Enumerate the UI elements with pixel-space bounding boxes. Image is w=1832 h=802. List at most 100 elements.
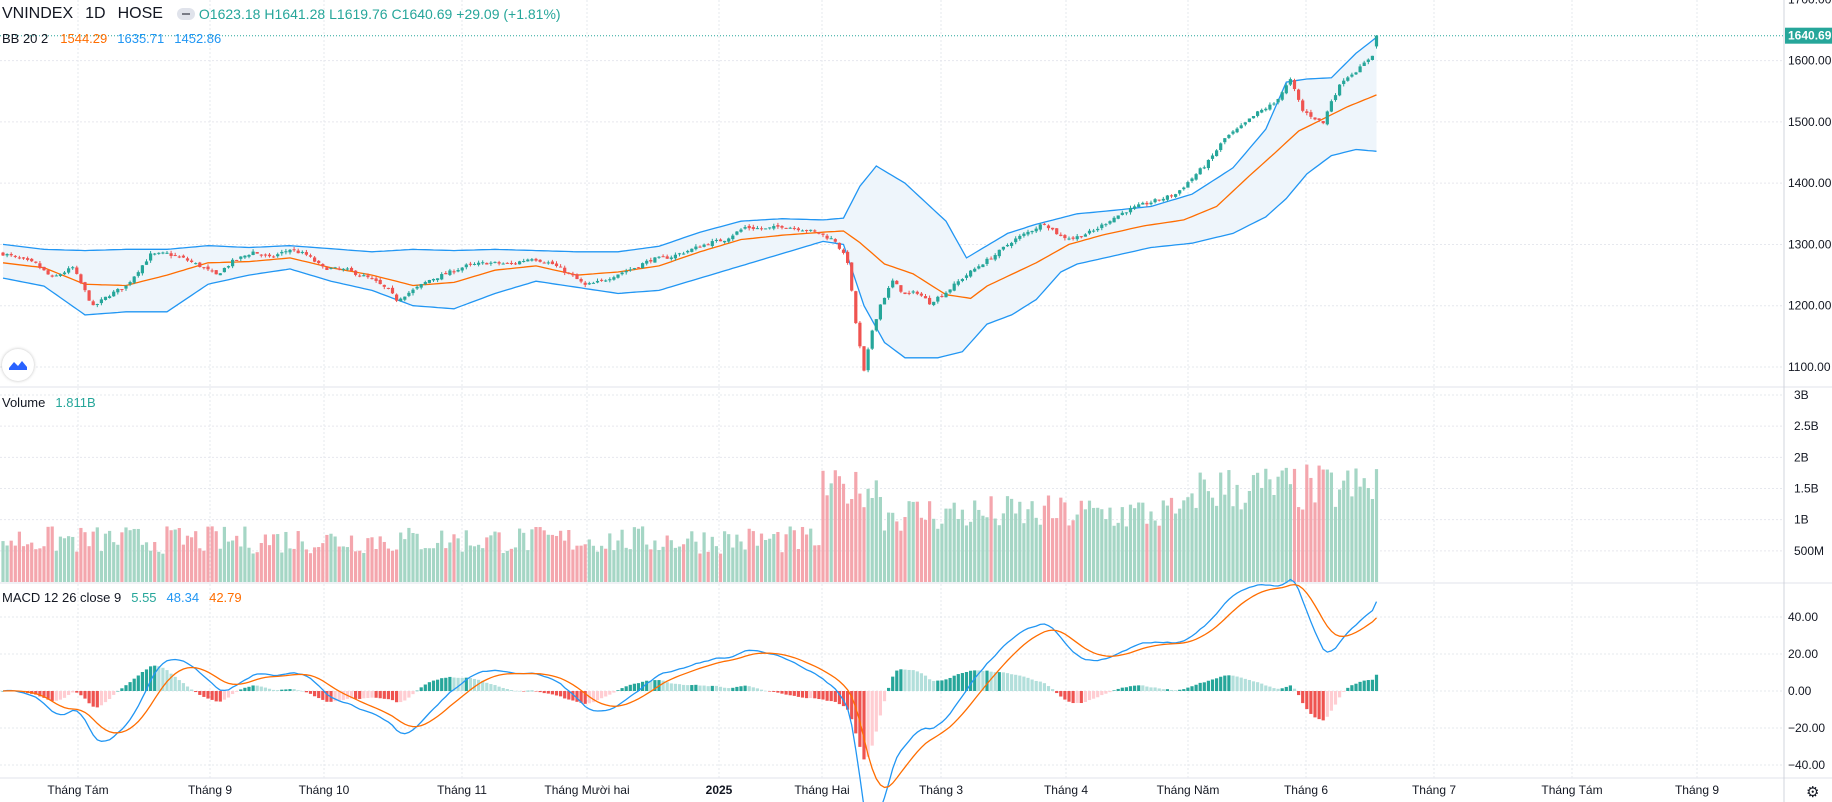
volume-bar [415,533,419,582]
candle-body [534,258,538,261]
volume-bar [1243,502,1247,582]
volume-legend[interactable]: Volume 1.811B [2,395,100,410]
volume-bar [370,537,374,582]
volume-bar [1096,507,1100,582]
volume-bar [878,496,882,582]
wave-logo-icon [9,361,27,370]
volume-bar [403,539,407,582]
candle-body [759,228,764,230]
volume-bar [222,526,226,582]
macd-tick-label: −20.00 [1788,721,1825,735]
macd-histogram-bar [743,685,747,691]
candle-body [526,259,530,262]
macd-histogram-bar [177,680,181,691]
candle-body [1067,238,1071,240]
macd-histogram-bar [985,670,989,691]
volume-bar [743,549,747,582]
volume-bar [1190,493,1194,582]
candle-body [317,260,321,264]
candle-body [30,258,34,262]
candle-body [1071,237,1075,239]
candle-body [296,250,300,254]
volume-bar [567,530,571,582]
candle-body [673,254,677,259]
macd-histogram-bar [1268,686,1272,691]
macd-signal-value: 42.79 [209,590,242,605]
macd-hist-value: 5.55 [131,590,157,605]
volume-bar [882,530,887,582]
macd-histogram-bar [1038,681,1042,691]
volume-bar [58,536,62,582]
volume-bar [874,480,878,582]
volume-bar [161,553,165,582]
volume-bar [1247,490,1251,582]
macd-histogram-bar [559,691,563,697]
macd-histogram-bar [1079,691,1083,704]
candle-body [542,262,546,264]
macd-histogram-bar [854,691,858,734]
candle-body [1186,182,1190,188]
candle-body [1005,244,1010,247]
macd-histogram-bar [325,691,329,702]
macd-histogram-bar [940,680,944,691]
macd-histogram-bar [653,680,657,691]
candle-body [567,272,571,274]
volume-bar [50,526,54,582]
symbol-name[interactable]: VNINDEX [2,5,74,22]
macd-legend[interactable]: MACD 12 26 close 9 5.55 48.34 42.79 [2,590,246,605]
candle-body [108,296,112,299]
macd-histogram-bar [591,691,595,703]
macd-histogram-bar [751,687,755,691]
volume-bar [325,534,329,582]
candle-body [497,262,501,264]
volume-bar [468,545,472,582]
volume-bar [1276,476,1280,582]
volume-bar [530,529,534,582]
volume-bar [341,546,345,582]
macd-histogram-bar [313,691,317,697]
macd-histogram-bar [993,672,997,691]
candle-body [1,252,5,256]
candle-body [1284,85,1288,94]
macd-histogram-bar [481,680,485,691]
macd-histogram-bar [259,686,263,691]
candle-body [272,256,276,258]
macd-histogram-bar [1116,688,1120,691]
macd-histogram-bar [255,685,259,691]
candle-body [538,259,542,262]
candle-body [1010,242,1014,246]
macd-histogram-bar [1,691,5,692]
tradingview-logo-button[interactable] [2,349,34,381]
collapse-legend-icon[interactable] [176,8,195,20]
candle-body [780,226,784,228]
candle-body [267,254,272,257]
candle-body [772,226,776,229]
interval-label[interactable]: 1D [85,5,106,22]
candle-body [354,270,358,275]
last-price-tag [1785,27,1832,44]
volume-bar [75,551,79,582]
volume-bar [349,535,354,582]
bb-legend[interactable]: BB 20 2 1544.29 1635.71 1452.86 [2,31,225,46]
candle-body [83,282,87,291]
volume-bar [493,531,497,582]
volume-bar [932,518,936,582]
macd-histogram-bar [448,676,452,691]
macd-histogram-bar [800,691,805,698]
macd-histogram-bar [267,688,272,691]
volume-bar [854,471,858,582]
candle-body [1313,117,1317,120]
macd-histogram-bar [54,691,58,701]
macd-histogram-bar [333,691,337,702]
settings-gear-icon[interactable]: ⚙ [1806,783,1819,801]
candle-body [1251,116,1256,119]
candle-body [313,257,317,262]
volume-bar [67,536,71,582]
candle-body [571,273,575,276]
candle-body [591,282,595,284]
volume-bar [431,548,436,582]
candle-body [169,253,173,256]
candle-body [1096,228,1100,231]
volume-bar [764,540,768,582]
